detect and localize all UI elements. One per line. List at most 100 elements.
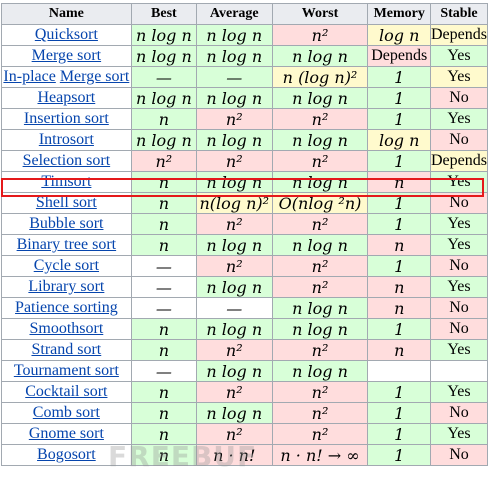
- memory-complexity-cell: 1: [367, 66, 431, 88]
- average-complexity-cell: n²: [195, 339, 273, 361]
- table-row: Bubble sort n n² n² 1 Yes: [1, 213, 488, 235]
- worst-complexity-cell: n²: [271, 402, 369, 424]
- algorithm-link[interactable]: Cocktail sort: [25, 383, 108, 400]
- table-row: Bogosort n n · n! n · n! → ∞ 1 No: [1, 444, 488, 466]
- table-row: Selection sort n² n² n² 1 Depends: [1, 150, 488, 172]
- algorithm-link[interactable]: Tournament sort: [13, 362, 119, 379]
- stable-complexity-cell: No: [429, 297, 488, 319]
- worst-complexity-cell: n²: [271, 423, 369, 445]
- worst-complexity-cell: n log n: [271, 297, 369, 319]
- col-header-stable[interactable]: Stable: [429, 3, 488, 25]
- algorithm-link[interactable]: Patience sorting: [15, 299, 118, 316]
- average-complexity-cell: —: [195, 66, 273, 88]
- algorithm-link[interactable]: Bubble sort: [29, 215, 104, 232]
- algorithm-link[interactable]: Strand sort: [31, 341, 102, 358]
- algorithm-link[interactable]: Bogosort: [37, 446, 96, 463]
- average-complexity-cell: n log n: [195, 234, 273, 256]
- average-complexity-cell: n log n: [195, 171, 273, 193]
- best-complexity-cell: —: [130, 276, 197, 298]
- best-complexity-cell: n²: [130, 150, 197, 172]
- stable-complexity-cell: Yes: [429, 171, 488, 193]
- col-header-best[interactable]: Best: [130, 3, 197, 25]
- stable-complexity-cell: Yes: [429, 381, 488, 403]
- best-complexity-cell: —: [130, 360, 197, 382]
- table-row: Gnome sort n n² n² 1 Yes: [1, 423, 488, 445]
- col-header-memory[interactable]: Memory: [367, 3, 431, 25]
- average-complexity-cell: n log n: [195, 276, 273, 298]
- stable-complexity-cell: No: [429, 255, 488, 277]
- average-complexity-cell: n log n: [195, 45, 273, 67]
- algorithm-name-cell: Heapsort: [1, 87, 132, 109]
- algorithm-link[interactable]: Timsort: [41, 173, 92, 190]
- algorithm-name-cell: Merge sort: [1, 45, 132, 67]
- algorithm-link[interactable]: Comb sort: [32, 404, 100, 421]
- best-complexity-cell: —: [130, 297, 197, 319]
- stable-complexity-cell: No: [429, 192, 488, 214]
- average-complexity-cell: n log n: [195, 402, 273, 424]
- worst-complexity-cell: n log n: [271, 45, 369, 67]
- table-row: Insertion sort n n² n² 1 Yes: [1, 108, 488, 130]
- worst-complexity-cell: n²: [271, 108, 369, 130]
- stable-complexity-cell: Yes: [429, 66, 488, 88]
- memory-complexity-cell: 1: [367, 444, 431, 466]
- algorithm-link[interactable]: Shell sort: [35, 194, 97, 211]
- algorithm-link[interactable]: Gnome sort: [28, 425, 104, 442]
- worst-complexity-cell: n log n: [271, 87, 369, 109]
- algorithm-name-cell: Bubble sort: [1, 213, 132, 235]
- algorithm-link[interactable]: Library sort: [28, 278, 105, 295]
- col-header-name[interactable]: Name: [1, 3, 132, 25]
- algorithm-link[interactable]: Smoothsort: [29, 320, 104, 337]
- memory-complexity-cell: 1: [367, 87, 431, 109]
- algorithm-link[interactable]: Introsort: [38, 131, 94, 148]
- memory-complexity-cell: 1: [367, 402, 431, 424]
- algorithm-link[interactable]: Cycle sort: [33, 257, 100, 274]
- best-complexity-cell: n: [130, 318, 197, 340]
- algorithm-name-cell: Timsort: [1, 171, 132, 193]
- best-complexity-cell: n: [130, 192, 197, 214]
- algorithm-name-cell: Introsort: [1, 129, 132, 151]
- worst-complexity-cell: n log n: [271, 234, 369, 256]
- algorithm-link[interactable]: Merge sort: [31, 47, 102, 64]
- memory-complexity-cell: log n: [367, 24, 431, 46]
- stable-complexity-cell: Yes: [429, 423, 488, 445]
- best-complexity-cell: n log n: [130, 24, 197, 46]
- worst-complexity-cell: n²: [271, 276, 369, 298]
- average-complexity-cell: n²: [195, 150, 273, 172]
- algorithm-link[interactable]: Selection sort: [22, 152, 111, 169]
- algorithm-link[interactable]: Merge sort: [59, 68, 130, 85]
- algorithm-link[interactable]: Quicksort: [34, 26, 98, 43]
- memory-complexity-cell: n: [367, 276, 431, 298]
- stable-complexity-cell: Yes: [429, 213, 488, 235]
- memory-complexity-cell: 1: [367, 150, 431, 172]
- algorithm-link[interactable]: In-place: [3, 68, 56, 85]
- average-complexity-cell: n log n: [195, 129, 273, 151]
- algorithm-name-cell: Comb sort: [1, 402, 132, 424]
- stable-complexity-cell: Yes: [429, 339, 488, 361]
- average-complexity-cell: n · n!: [195, 444, 273, 466]
- algorithm-name-cell: Bogosort: [1, 444, 132, 466]
- table-row: Cycle sort — n² n² 1 No: [1, 255, 488, 277]
- algorithm-link[interactable]: Binary tree sort: [16, 236, 117, 253]
- algorithm-name-cell: Tournament sort: [1, 360, 132, 382]
- memory-complexity-cell: n: [367, 339, 431, 361]
- algorithm-link[interactable]: Insertion sort: [23, 110, 109, 127]
- algorithm-name-cell: Shell sort: [1, 192, 132, 214]
- sorting-algorithms-table: Name Best Average Worst Memory Stable Qu…: [1, 3, 488, 466]
- col-header-worst[interactable]: Worst: [271, 3, 369, 25]
- best-complexity-cell: n: [130, 423, 197, 445]
- best-complexity-cell: n: [130, 444, 197, 466]
- worst-complexity-cell: n²: [271, 213, 369, 235]
- worst-complexity-cell: n²: [271, 255, 369, 277]
- worst-complexity-cell: n²: [271, 24, 369, 46]
- best-complexity-cell: n log n: [130, 87, 197, 109]
- col-header-average[interactable]: Average: [195, 3, 273, 25]
- average-complexity-cell: n log n: [195, 318, 273, 340]
- table-row: Strand sort n n² n² n Yes: [1, 339, 488, 361]
- memory-complexity-cell: 1: [367, 423, 431, 445]
- stable-complexity-cell: Yes: [429, 234, 488, 256]
- algorithm-link[interactable]: Heapsort: [37, 89, 96, 106]
- best-complexity-cell: n: [130, 108, 197, 130]
- memory-complexity-cell: n: [367, 171, 431, 193]
